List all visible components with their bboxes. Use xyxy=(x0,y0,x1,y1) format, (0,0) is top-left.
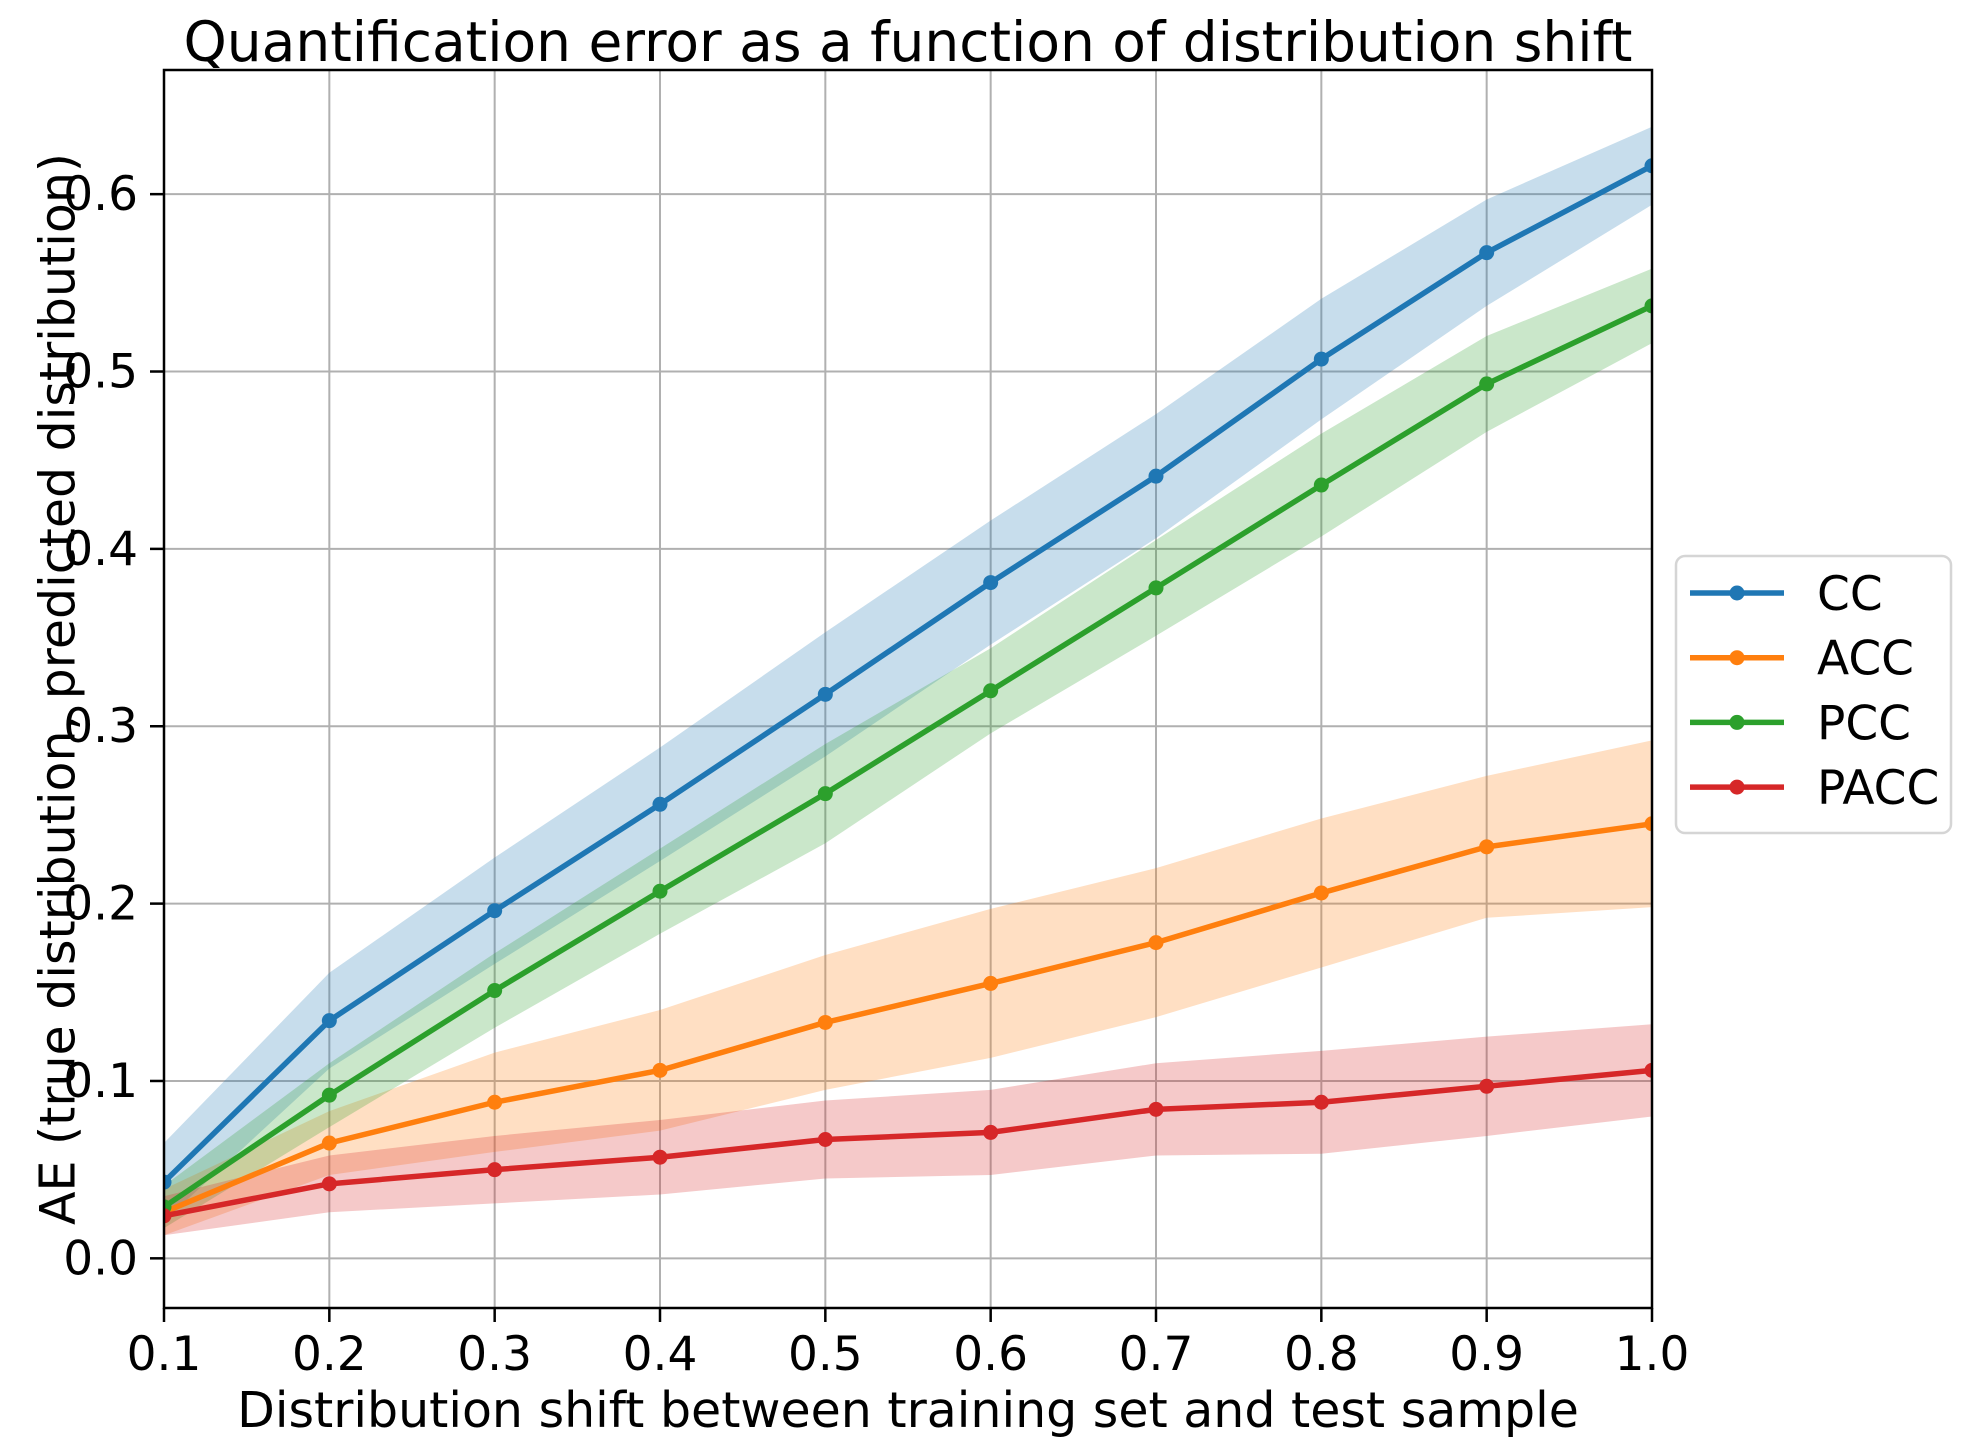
legend-label: PACC xyxy=(1817,761,1939,816)
series-PACC-markers xyxy=(164,1062,1652,1224)
x-tick-labels: 0.1 0.2 0.3 0.4 0.5 0.6 0.7 0.8 0.9 1.0 xyxy=(127,1327,1690,1382)
series-CC-band xyxy=(164,126,1652,1222)
chart-title: Quantification error as a function of di… xyxy=(183,10,1633,74)
legend: CC ACC PCC PACC xyxy=(1674,554,1953,835)
legend-label: CC xyxy=(1817,567,1883,622)
legend-item-ACC: ACC xyxy=(1690,632,1914,687)
series-ACC-line xyxy=(164,821,1652,1215)
legend-box xyxy=(1674,554,1953,835)
series-PCC-line xyxy=(164,303,1652,1210)
y-tick-label: 0.3 xyxy=(63,699,138,754)
y-tick-label: 0.6 xyxy=(63,167,138,222)
series-CC-markers xyxy=(164,158,1652,1190)
x-tick-label: 0.7 xyxy=(1119,1327,1194,1382)
y-tick-label: 0.4 xyxy=(63,522,138,577)
x-tick-label: 0.5 xyxy=(788,1327,863,1382)
series-PACC-band xyxy=(164,1024,1652,1236)
tick-marks xyxy=(150,192,1654,1322)
x-tick-label: 0.1 xyxy=(127,1327,202,1382)
legend-swatch-marker xyxy=(1729,779,1745,795)
legend-swatch-marker xyxy=(1729,714,1745,730)
y-tick-label: 0.5 xyxy=(63,345,138,400)
legend-label: ACC xyxy=(1817,632,1914,687)
x-tick-label: 0.8 xyxy=(1284,1327,1359,1382)
x-axis-label: Distribution shift between training set … xyxy=(237,1382,1579,1439)
plot-area xyxy=(164,126,1652,1236)
x-tick-label: 0.2 xyxy=(292,1327,367,1382)
legend-item-PCC: PCC xyxy=(1690,696,1911,751)
legend-swatch-marker xyxy=(1729,585,1745,601)
series-ACC-markers xyxy=(164,816,1652,1220)
legend-swatch-marker xyxy=(1729,650,1745,666)
x-tick-label: 0.6 xyxy=(953,1327,1028,1382)
series-PCC-markers xyxy=(164,298,1652,1215)
series-CC-line xyxy=(164,163,1652,1185)
plot-border xyxy=(162,68,1654,1310)
legend-label: PCC xyxy=(1817,696,1911,751)
y-tick-label: 0.0 xyxy=(63,1231,138,1286)
legend-item-CC: CC xyxy=(1690,567,1883,622)
x-tick-label: 0.9 xyxy=(1449,1327,1524,1382)
x-tick-label: 0.3 xyxy=(457,1327,532,1382)
x-tick-label: 0.4 xyxy=(623,1327,698,1382)
y-tick-label: 0.1 xyxy=(63,1054,138,1109)
series-PACC-line xyxy=(164,1067,1652,1219)
series-ACC-band xyxy=(164,740,1652,1236)
legend-item-PACC: PACC xyxy=(1690,761,1939,816)
y-axis-label: AE (true distribution, predicted distrib… xyxy=(29,152,87,1226)
x-tick-label: 1.0 xyxy=(1615,1327,1690,1382)
y-tick-labels: 0.0 0.1 0.2 0.3 0.4 0.5 0.6 xyxy=(63,167,138,1286)
y-tick-label: 0.2 xyxy=(63,877,138,932)
